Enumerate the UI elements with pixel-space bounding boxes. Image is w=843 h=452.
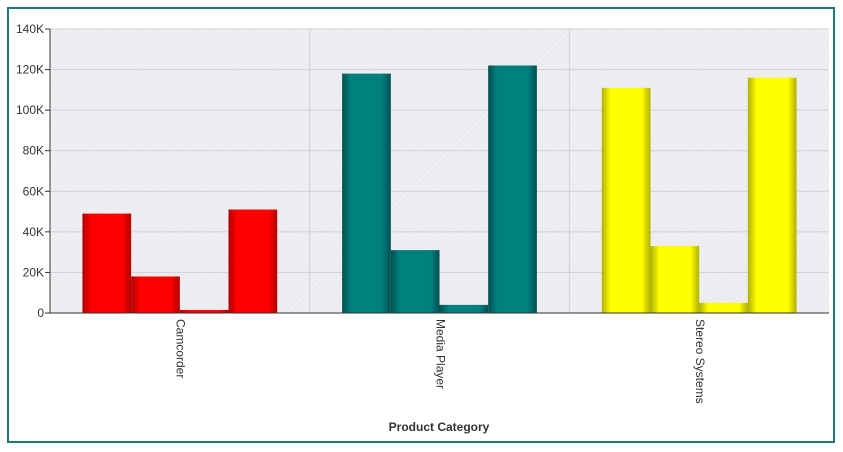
- y-tick-label: 80K: [23, 144, 44, 158]
- y-tick-label: 120K: [16, 63, 44, 77]
- y-tick-label: 100K: [16, 103, 44, 117]
- bars: [82, 65, 797, 313]
- bar: [82, 213, 132, 313]
- x-category-label: Media Player: [433, 319, 447, 389]
- x-category-label: Camcorder: [174, 319, 188, 378]
- bar: [179, 309, 229, 313]
- axes: [45, 28, 829, 314]
- y-tick-label: 140K: [16, 22, 44, 36]
- bar: [747, 77, 797, 313]
- x-category-labels: Camcorder Media Player Stereo Systems: [174, 319, 707, 404]
- y-tick-label: 20K: [23, 265, 44, 279]
- bar: [650, 246, 700, 313]
- bar: [228, 209, 278, 313]
- bar: [342, 73, 391, 313]
- bar: [699, 302, 748, 313]
- x-category-label: Stereo Systems: [693, 319, 707, 404]
- bar: [601, 87, 651, 313]
- grid-lines: [50, 28, 829, 313]
- bar: [488, 65, 537, 313]
- y-tick-labels: 0 20K 40K 60K 80K 100K 120K 140K: [16, 22, 44, 320]
- y-tick-label: 40K: [23, 225, 44, 239]
- y-tick-label: 0: [37, 306, 44, 320]
- y-tick-label: 60K: [23, 184, 44, 198]
- bar: [131, 276, 180, 313]
- bar: [439, 304, 489, 313]
- bar: [390, 250, 440, 313]
- x-axis-title: Product Category: [389, 420, 490, 434]
